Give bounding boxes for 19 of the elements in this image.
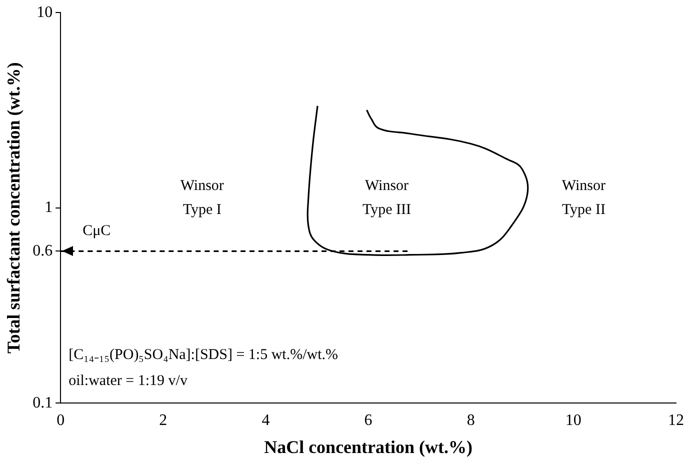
x-tick-label: 0 bbox=[56, 412, 65, 430]
annotation: Winsor Type II bbox=[562, 178, 606, 218]
y-tick-label: 10 bbox=[36, 4, 53, 21]
x-tick-label: 6 bbox=[364, 412, 372, 430]
y-axis-title: Total surfactant concentration (wt.%) bbox=[3, 62, 24, 354]
annotation: Winsor Type I bbox=[180, 178, 224, 218]
y-tick-label: 0.6 bbox=[32, 242, 53, 260]
x-tick-label: 4 bbox=[262, 412, 270, 430]
x-tick-label: 2 bbox=[159, 412, 168, 430]
annotation: CμC bbox=[82, 223, 111, 240]
y-tick-label: 0.1 bbox=[32, 394, 53, 412]
x-tick-label: 8 bbox=[466, 412, 475, 430]
annotation: Winsor Type III bbox=[362, 178, 412, 218]
annotation: oil:water = 1:19 v/v bbox=[68, 373, 188, 390]
x-tick-label: 12 bbox=[668, 412, 684, 430]
x-axis-title: NaCl concentration (wt.%) bbox=[264, 436, 473, 457]
x-tick-label: 10 bbox=[565, 412, 582, 430]
y-tick-label: 1 bbox=[44, 199, 53, 216]
annotation: [C₁₄₋₁₅(PO)₅SO₄Na]:[SDS] = 1:5 wt.%/wt.% bbox=[68, 347, 338, 364]
